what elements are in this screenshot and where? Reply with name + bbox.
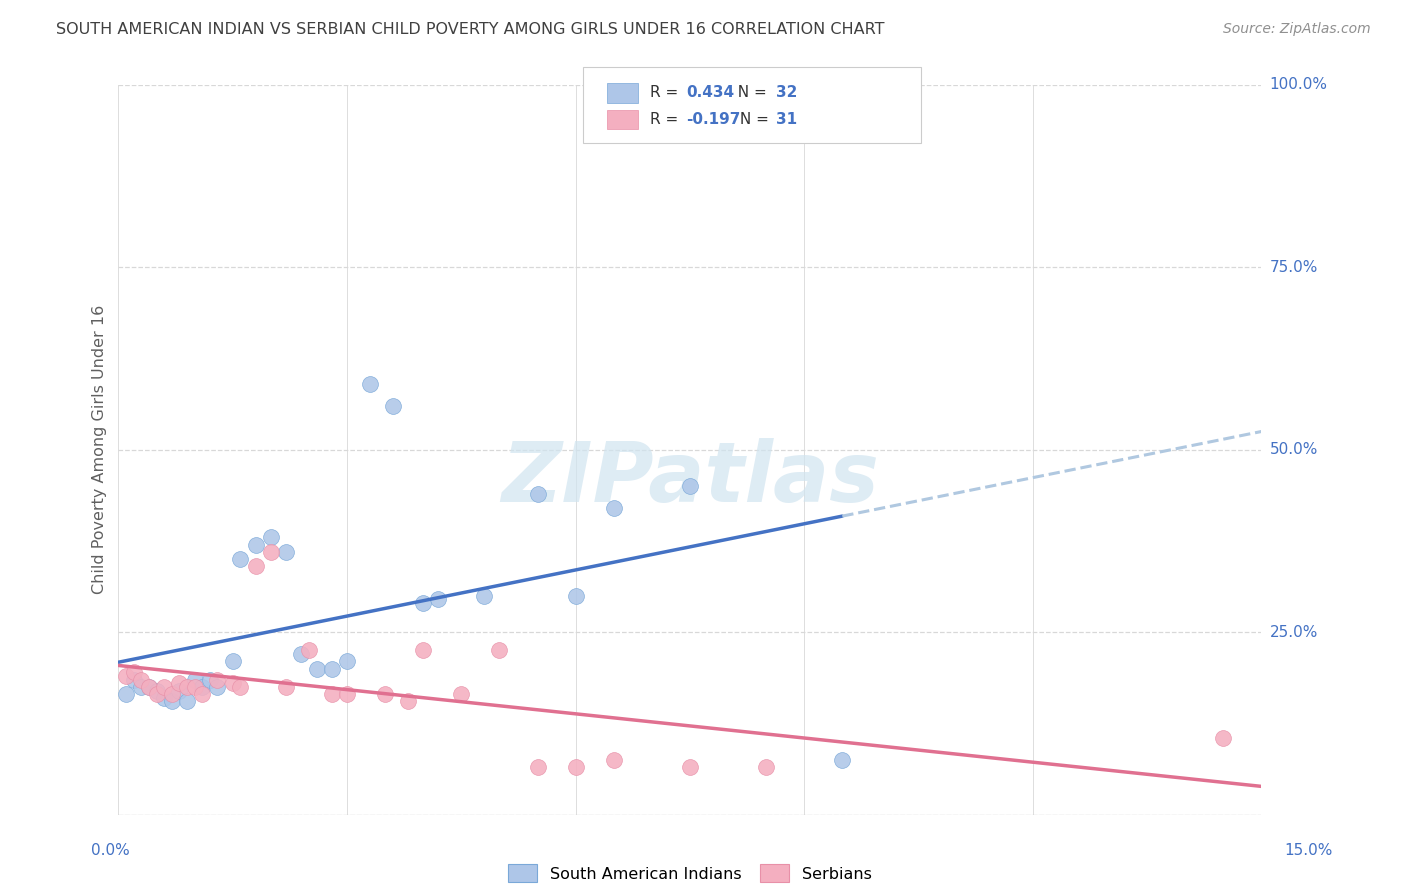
Point [222, 654, 245, 668]
Point [336, 687, 359, 701]
Point [138, 680, 160, 694]
Text: 15.0%: 15.0% [1285, 843, 1333, 858]
Point [260, 530, 283, 544]
Text: 25.0%: 25.0% [1270, 624, 1317, 640]
Text: N =: N = [728, 86, 772, 100]
Point [755, 760, 778, 774]
Point [381, 399, 404, 413]
Point [679, 760, 702, 774]
Point [160, 687, 183, 701]
Y-axis label: Child Poverty Among Girls Under 16: Child Poverty Among Girls Under 16 [93, 305, 107, 594]
Point [183, 680, 205, 694]
Point [129, 680, 152, 694]
Text: 32: 32 [776, 86, 797, 100]
Text: 75.0%: 75.0% [1270, 260, 1317, 275]
Point [207, 673, 229, 687]
Point [129, 673, 152, 687]
Point [305, 662, 328, 676]
Point [603, 501, 626, 516]
Point [374, 687, 396, 701]
Point [245, 559, 267, 574]
Point [245, 538, 267, 552]
Text: SOUTH AMERICAN INDIAN VS SERBIAN CHILD POVERTY AMONG GIRLS UNDER 16 CORRELATION : SOUTH AMERICAN INDIAN VS SERBIAN CHILD P… [56, 22, 884, 37]
Point [274, 680, 297, 694]
Point [1212, 731, 1234, 745]
Point [336, 654, 359, 668]
Point [229, 552, 252, 566]
Text: R =: R = [650, 112, 683, 127]
Point [115, 669, 138, 683]
Point [472, 589, 495, 603]
Point [396, 694, 419, 708]
Point [222, 676, 245, 690]
Point [153, 690, 176, 705]
Point [122, 665, 145, 680]
Point [412, 643, 434, 657]
Text: 0.434: 0.434 [686, 86, 734, 100]
Point [412, 596, 434, 610]
Point [564, 589, 586, 603]
Point [290, 647, 312, 661]
Point [427, 592, 450, 607]
Point [145, 687, 167, 701]
Point [169, 676, 191, 690]
Point [176, 680, 198, 694]
Point [831, 753, 853, 767]
Point [564, 760, 586, 774]
Point [183, 673, 205, 687]
Point [526, 760, 548, 774]
Text: R =: R = [650, 86, 683, 100]
Point [153, 680, 176, 694]
Point [191, 680, 214, 694]
Text: -0.197: -0.197 [686, 112, 741, 127]
Text: Source: ZipAtlas.com: Source: ZipAtlas.com [1223, 22, 1371, 37]
Point [450, 687, 472, 701]
Point [198, 673, 221, 687]
Point [145, 683, 167, 698]
Point [122, 673, 145, 687]
Point [176, 694, 198, 708]
Point [488, 643, 510, 657]
Point [321, 687, 343, 701]
Point [679, 479, 702, 493]
FancyBboxPatch shape [583, 67, 921, 143]
Point [526, 486, 548, 500]
Text: N =: N = [735, 112, 775, 127]
Point [260, 545, 283, 559]
Point [169, 683, 191, 698]
Point [321, 662, 343, 676]
Point [207, 680, 229, 694]
Point [359, 377, 381, 392]
Point [274, 545, 297, 559]
Point [229, 680, 252, 694]
Text: ZIPatlas: ZIPatlas [501, 439, 879, 519]
Text: 50.0%: 50.0% [1270, 442, 1317, 458]
Point [298, 643, 321, 657]
Legend: South American Indians, Serbians: South American Indians, Serbians [501, 856, 880, 890]
Point [191, 687, 214, 701]
Point [138, 680, 160, 694]
Point [160, 694, 183, 708]
FancyBboxPatch shape [607, 83, 638, 103]
FancyBboxPatch shape [607, 110, 638, 129]
Point [115, 687, 138, 701]
Text: 100.0%: 100.0% [1270, 78, 1327, 93]
Text: 0.0%: 0.0% [91, 843, 131, 858]
Text: 31: 31 [776, 112, 797, 127]
Point [603, 753, 626, 767]
